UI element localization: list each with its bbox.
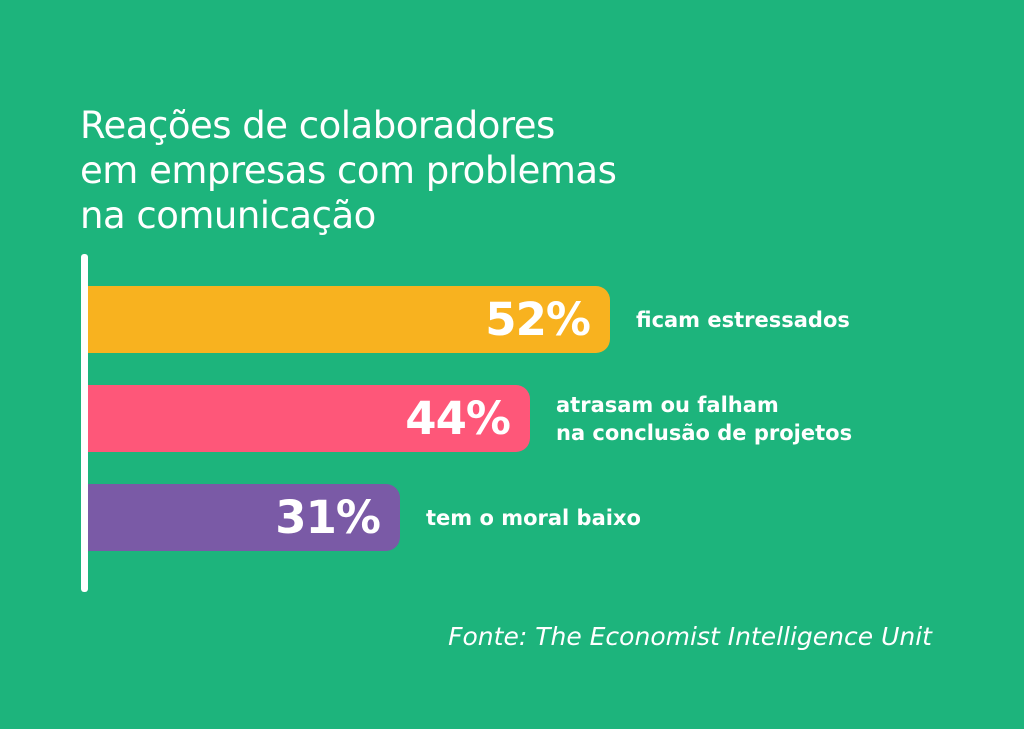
category-label: atrasam ou falham na conclusão de projeto… bbox=[556, 391, 852, 447]
bar: 52% bbox=[88, 286, 610, 353]
title-line-3: na comunicação bbox=[80, 193, 376, 237]
bar-value-label: 44% bbox=[405, 392, 511, 445]
title-line-1: Reações de colaboradores bbox=[80, 103, 555, 147]
category-label-line: tem o moral baixo bbox=[426, 505, 641, 530]
category-label-line: na conclusão de projetos bbox=[556, 420, 853, 445]
bar-value-label: 31% bbox=[275, 491, 381, 544]
bar-value-label: 52% bbox=[485, 293, 591, 346]
category-label: ficam estressados bbox=[636, 306, 850, 334]
title-line-2: em empresas com problemas bbox=[80, 148, 617, 192]
chart-title: Reações de colaboradores em empresas com… bbox=[80, 103, 680, 238]
source-caption: Fonte: The Economist Intelligence Unit bbox=[448, 622, 932, 651]
axis-line bbox=[81, 254, 88, 592]
category-label-line: ficam estressados bbox=[636, 307, 850, 332]
bar: 31% bbox=[88, 484, 400, 551]
category-label-line: atrasam ou falham bbox=[556, 392, 779, 417]
bar: 44% bbox=[88, 385, 530, 452]
category-label: tem o moral baixo bbox=[426, 504, 641, 532]
